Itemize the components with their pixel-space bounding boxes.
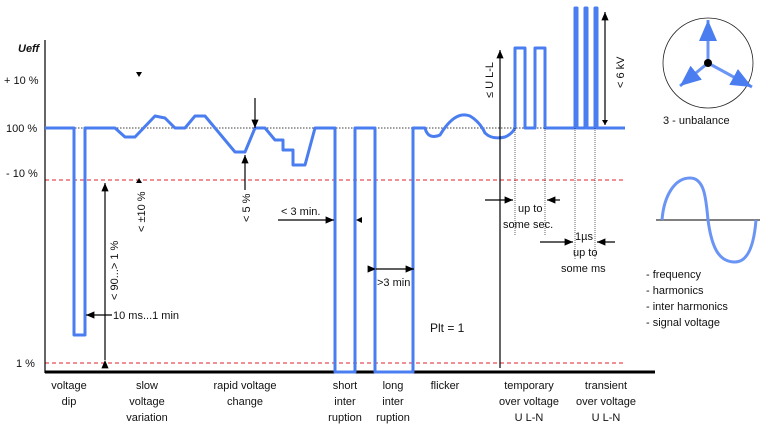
unbalance-label: 3 - unbalance xyxy=(663,115,730,127)
category-label: short xyxy=(333,380,357,392)
tick-plus10: + 10 % xyxy=(4,75,39,87)
category-label: flicker xyxy=(431,380,460,392)
transient-level-label: < 6 kV xyxy=(615,56,627,88)
category-label: voltage xyxy=(129,396,164,408)
voltage-waveform xyxy=(45,6,625,374)
temp-duration-label-1: up to xyxy=(518,203,542,215)
phasor-center xyxy=(704,59,712,67)
tick-minus10: - 10 % xyxy=(6,168,38,180)
category-label: inter xyxy=(334,396,356,408)
category-label: slow xyxy=(136,380,158,392)
category-label: voltage xyxy=(51,380,86,392)
transient-duration-label-2: up to xyxy=(573,247,597,259)
category-label: transient xyxy=(585,380,627,392)
long-duration-label: >3 min xyxy=(377,277,410,289)
category-label: variation xyxy=(126,412,168,424)
category-label: ruption xyxy=(328,412,362,424)
unbalance-circle xyxy=(662,17,754,109)
category-label: over voltage xyxy=(499,396,559,408)
category-label: inter xyxy=(382,396,404,408)
rapid-range-label: < 5 % xyxy=(241,193,253,222)
category-label: U L-N xyxy=(515,412,544,424)
phenomenon-item: - harmonics xyxy=(646,285,704,297)
slow-range-label: < ±10 % xyxy=(136,191,148,232)
phasor-c-icon xyxy=(707,61,753,89)
dip-duration-label: 10 ms...1 min xyxy=(113,310,179,322)
category-label: over voltage xyxy=(576,396,636,408)
temp-duration-label-2: some sec. xyxy=(503,219,553,231)
y-axis-title: Ueff xyxy=(18,43,41,55)
category-label: long xyxy=(383,380,404,392)
category-label: rapid voltage xyxy=(214,380,277,392)
tick-100: 100 % xyxy=(6,123,37,135)
temp-level-label: ≤ U L-L xyxy=(484,62,496,98)
category-label: ruption xyxy=(376,412,410,424)
category-label: U L-N xyxy=(592,412,621,424)
phenomenon-item: - inter harmonics xyxy=(646,301,728,313)
phenomenon-item: - signal voltage xyxy=(646,317,720,329)
transient-duration-label-1: 1µs xyxy=(575,231,593,243)
triangle-up-icon xyxy=(136,178,142,183)
distorted-sine-wave xyxy=(660,176,758,264)
category-labels: voltage dip slow voltage variation rapid volt… xyxy=(51,380,636,424)
other-phenomena-list: - frequency - harmonics - inter harmonics -… xyxy=(646,269,728,329)
tick-1: 1 % xyxy=(16,358,35,370)
triangle-down-icon xyxy=(136,72,142,77)
dip-depth-label: < 90...> 1 % xyxy=(109,240,121,300)
phasor-b-icon xyxy=(679,61,709,88)
phenomenon-item: - frequency xyxy=(646,269,702,281)
category-label: change xyxy=(227,396,263,408)
transient-duration-label-3: some ms xyxy=(561,263,606,275)
triangle-left-icon xyxy=(356,217,362,223)
category-label: dip xyxy=(62,396,77,408)
short-duration-label: < 3 min. xyxy=(281,206,320,218)
flicker-label: Plt = 1 xyxy=(430,321,465,335)
category-label: temporary xyxy=(504,380,554,392)
triangle-down-icon xyxy=(602,120,608,125)
